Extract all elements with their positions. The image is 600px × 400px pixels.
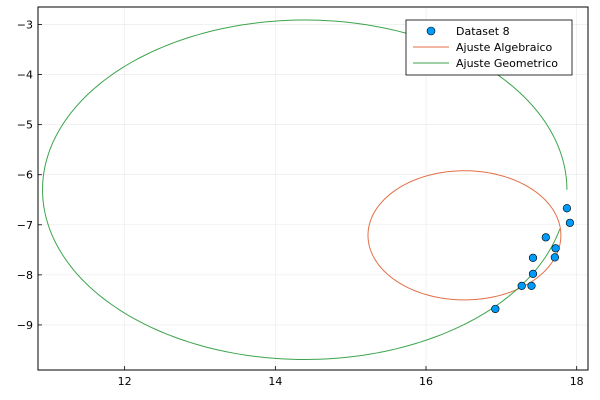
legend: Dataset 8 Ajuste Algebraico Ajuste Geometr… xyxy=(405,19,573,76)
data-point-7 xyxy=(517,281,526,290)
x-tick-label-2: 16 xyxy=(419,375,433,388)
data-point-5 xyxy=(528,253,538,262)
legend-label-0: Dataset 8 xyxy=(456,25,510,38)
y-axis-ticks: −3 −4 −5 −6 −7 −8 −9 xyxy=(17,19,42,332)
data-point-9 xyxy=(491,304,500,314)
x-axis-ticks: 12 14 16 18 xyxy=(118,366,584,388)
legend-marker-0 xyxy=(426,26,436,36)
y-tick-label-3: −6 xyxy=(17,169,33,182)
data-points xyxy=(491,204,575,314)
y-tick-label-4: −7 xyxy=(17,219,33,232)
data-point-1 xyxy=(565,218,575,227)
data-point-4 xyxy=(550,253,559,262)
plot-frame xyxy=(37,6,589,371)
y-tick-label-1: −4 xyxy=(17,69,33,82)
legend-label-1: Ajuste Algebraico xyxy=(456,41,553,54)
x-tick-label-0: 12 xyxy=(118,375,132,388)
data-point-0 xyxy=(562,204,572,213)
data-point-3 xyxy=(551,244,560,253)
x-tick-label-1: 14 xyxy=(268,375,282,388)
y-tick-label-2: −5 xyxy=(17,119,33,132)
data-point-2 xyxy=(541,233,550,242)
legend-label-2: Ajuste Geometrico xyxy=(456,57,558,70)
data-point-6 xyxy=(528,269,538,278)
y-tick-label-0: −3 xyxy=(17,19,33,32)
x-tick-label-3: 18 xyxy=(570,375,584,388)
data-point-8 xyxy=(527,281,536,290)
y-tick-label-6: −9 xyxy=(17,319,33,332)
series-line-1 xyxy=(367,170,562,301)
y-tick-label-5: −8 xyxy=(17,269,33,282)
